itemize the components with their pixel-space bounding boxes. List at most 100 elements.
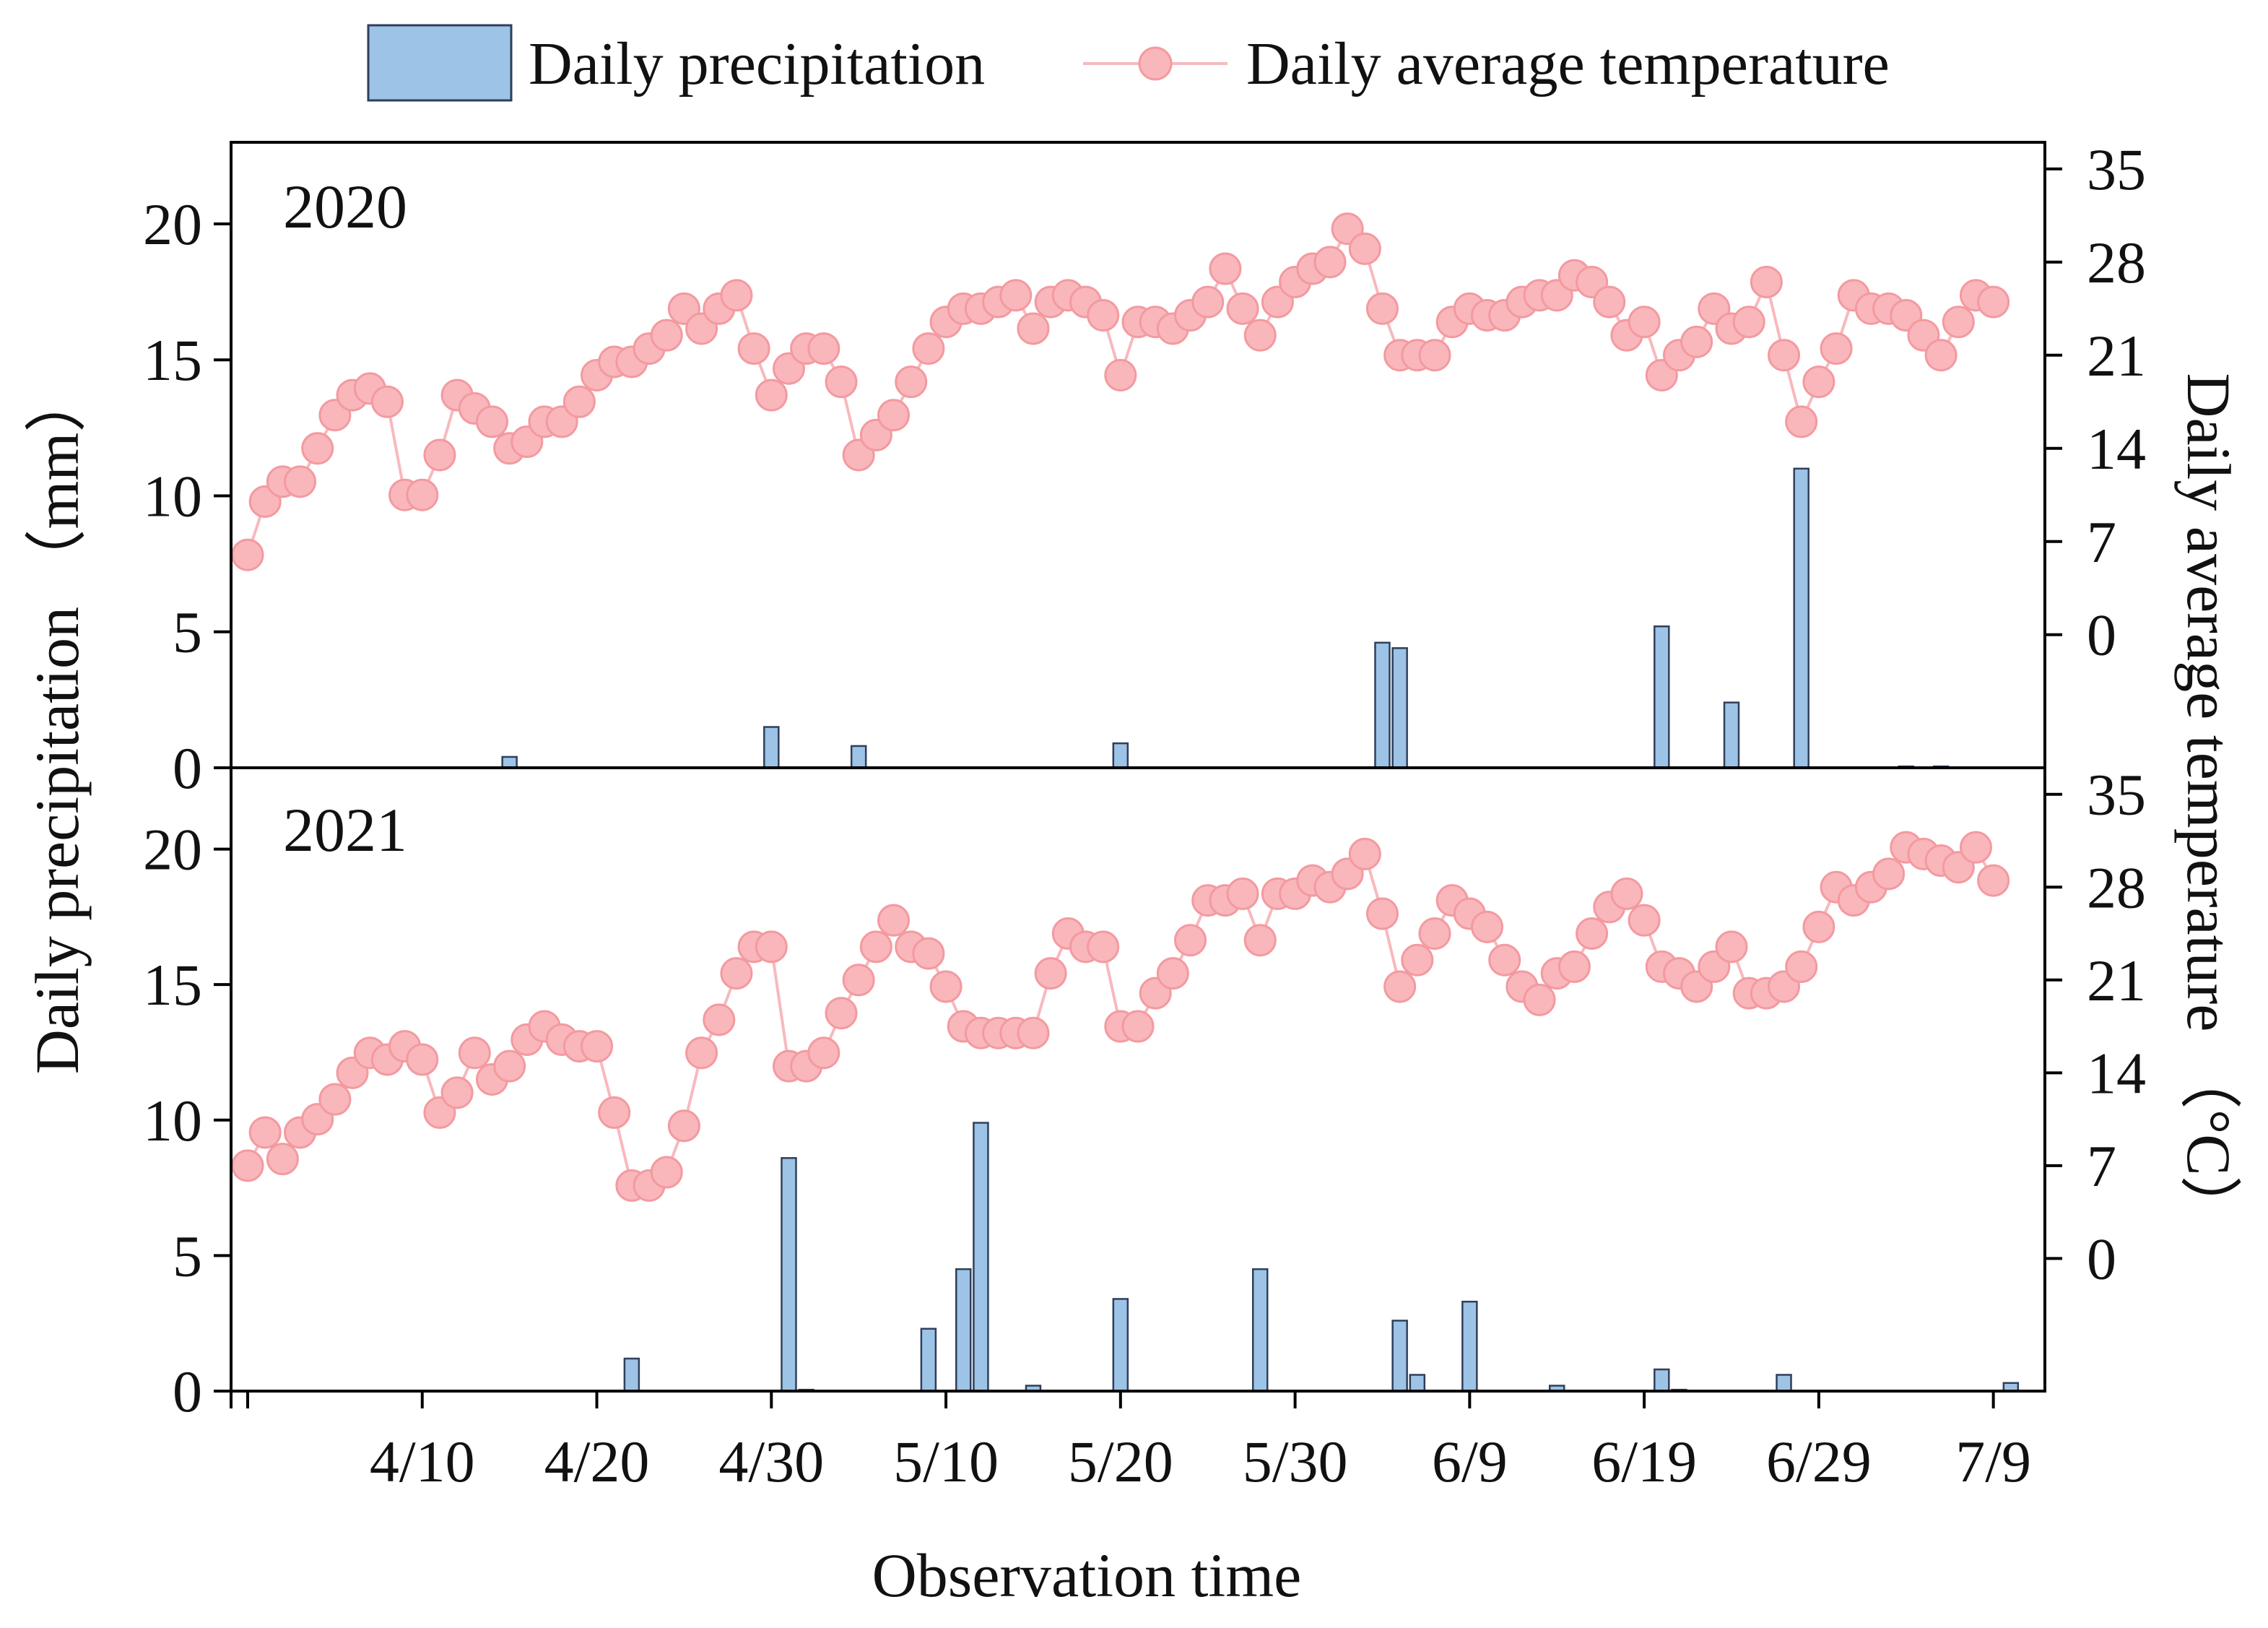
temperature-point [406, 1043, 439, 1076]
precipitation-bar [1391, 647, 1408, 769]
temperature-point [1209, 252, 1242, 285]
temperature-point [1872, 857, 1906, 891]
temperature-point [1628, 306, 1661, 339]
temperature-point [895, 365, 928, 399]
temperature-point [581, 1030, 614, 1063]
temperature-point [999, 279, 1033, 312]
temperature-point [912, 937, 945, 970]
temperature-point [1243, 924, 1277, 957]
temperature-point [807, 332, 840, 365]
right-y-tick-label: 7 [2087, 1133, 2116, 1199]
temperature-point [1924, 339, 1958, 372]
temperature-point [1471, 910, 1504, 943]
precipitation-bars-2020 [501, 467, 1950, 769]
temperature-point [1174, 924, 1207, 957]
temperature-point [667, 1109, 700, 1143]
left-y-tick-label: 20 [143, 817, 202, 883]
legend: Daily precipitation Daily average temper… [367, 24, 1890, 102]
temperature-point [807, 1036, 840, 1070]
temperature-point [231, 538, 264, 571]
precipitation-bar [501, 755, 518, 769]
temperature-point [1488, 943, 1521, 977]
temperature-point [755, 378, 788, 412]
legend-swatch-precipitation [367, 24, 513, 102]
temperature-point [475, 405, 508, 438]
right-y-tick-label: 28 [2087, 854, 2146, 920]
temperature-point [685, 1036, 718, 1070]
temperature-point [1942, 306, 1975, 339]
left-y-tick-label: 15 [143, 952, 202, 1018]
x-tick-label: 6/29 [1766, 1429, 1872, 1494]
left-y-tick-label: 0 [173, 1359, 202, 1424]
temperature-point [1365, 292, 1399, 325]
temperature-point [266, 1143, 299, 1176]
panel-2020: 0 5 10 15 20 0 7 14 21 28 35 2020 [143, 137, 2146, 801]
panel-year-label-2021: 2021 [283, 795, 407, 865]
legend-marker-temperature [1138, 46, 1173, 81]
temperature-point [1401, 943, 1434, 977]
legend-label-precipitation: Daily precipitation [529, 30, 985, 98]
temperature-point [406, 478, 439, 511]
precipitation-bar [763, 726, 780, 769]
temperature-point [1156, 957, 1189, 990]
left-y-tick-label: 5 [173, 599, 202, 665]
precipitation-bar [1112, 742, 1129, 769]
precipitation-bar [1654, 1368, 1670, 1393]
precipitation-bar [1461, 1300, 1478, 1393]
temperature-point [562, 385, 596, 418]
temperature-series-line [246, 226, 1994, 555]
temperature-point [231, 1149, 264, 1182]
temperature-point [1610, 877, 1643, 910]
temperature-point [284, 465, 317, 498]
temperature-point [318, 1083, 352, 1116]
temperature-point [1087, 930, 1120, 964]
precipitation-bar [973, 1122, 989, 1393]
temperature-point [1226, 877, 1259, 910]
temperature-point [842, 964, 875, 997]
legend-label-temperature: Daily average temperature [1246, 30, 1890, 98]
temperature-point [737, 332, 770, 365]
temperature-point [248, 1116, 282, 1149]
precipitation-bar [1776, 1374, 1792, 1393]
precipitation-bar [1793, 467, 1809, 769]
axes-ticks-2020: 0 5 10 15 20 0 7 14 21 28 35 [143, 137, 2146, 801]
x-axis-title: Observation time [872, 1541, 1302, 1610]
panel-year-label-2020: 2020 [283, 172, 407, 241]
temperature-point [1523, 983, 1556, 1016]
temperature-line-2020 [231, 212, 2010, 571]
left-y-tick-label: 15 [143, 327, 202, 393]
precipitation-bars-2021 [623, 1122, 2020, 1393]
temperature-point [1557, 950, 1591, 983]
left-y-tick-label: 0 [173, 735, 202, 801]
x-tick-label: 6/9 [1432, 1429, 1508, 1494]
x-tick-label: 5/30 [1243, 1429, 1348, 1494]
precipitation-bar [781, 1157, 797, 1393]
temperature-point [1977, 285, 2010, 319]
temperature-point [650, 319, 683, 352]
right-y-tick-label: 35 [2087, 137, 2146, 202]
left-y-tick-label: 10 [143, 1088, 202, 1153]
x-tick-label: 4/10 [370, 1429, 475, 1494]
x-tick-label: 7/9 [1955, 1429, 2031, 1494]
precipitation-bar [955, 1268, 972, 1393]
temperature-point [1628, 904, 1661, 937]
temperature-point [1785, 950, 1818, 983]
precipitation-bar [850, 745, 867, 769]
temperature-point [301, 432, 334, 465]
temperature-point [1313, 246, 1347, 279]
left-y-tick-label: 10 [143, 463, 202, 529]
temperature-point [1087, 299, 1120, 332]
right-y-tick-label: 0 [2087, 602, 2116, 668]
temperature-point [423, 438, 456, 472]
x-axis: 4/10 4/20 4/30 5/10 5/20 5/30 6/9 6/19 6/29 7/9 [230, 1391, 2031, 1494]
temperature-point [370, 385, 404, 418]
x-tick-label: 4/30 [718, 1429, 824, 1494]
left-y-axis-title: Daily precipitation （mm） [22, 371, 92, 1074]
temperature-point [825, 997, 858, 1030]
temperature-line-2021 [231, 831, 2010, 1202]
temperature-point [1820, 332, 1853, 365]
temperature-point [1802, 365, 1835, 399]
temperature-point [1121, 1010, 1155, 1043]
temperature-point [1348, 232, 1381, 265]
